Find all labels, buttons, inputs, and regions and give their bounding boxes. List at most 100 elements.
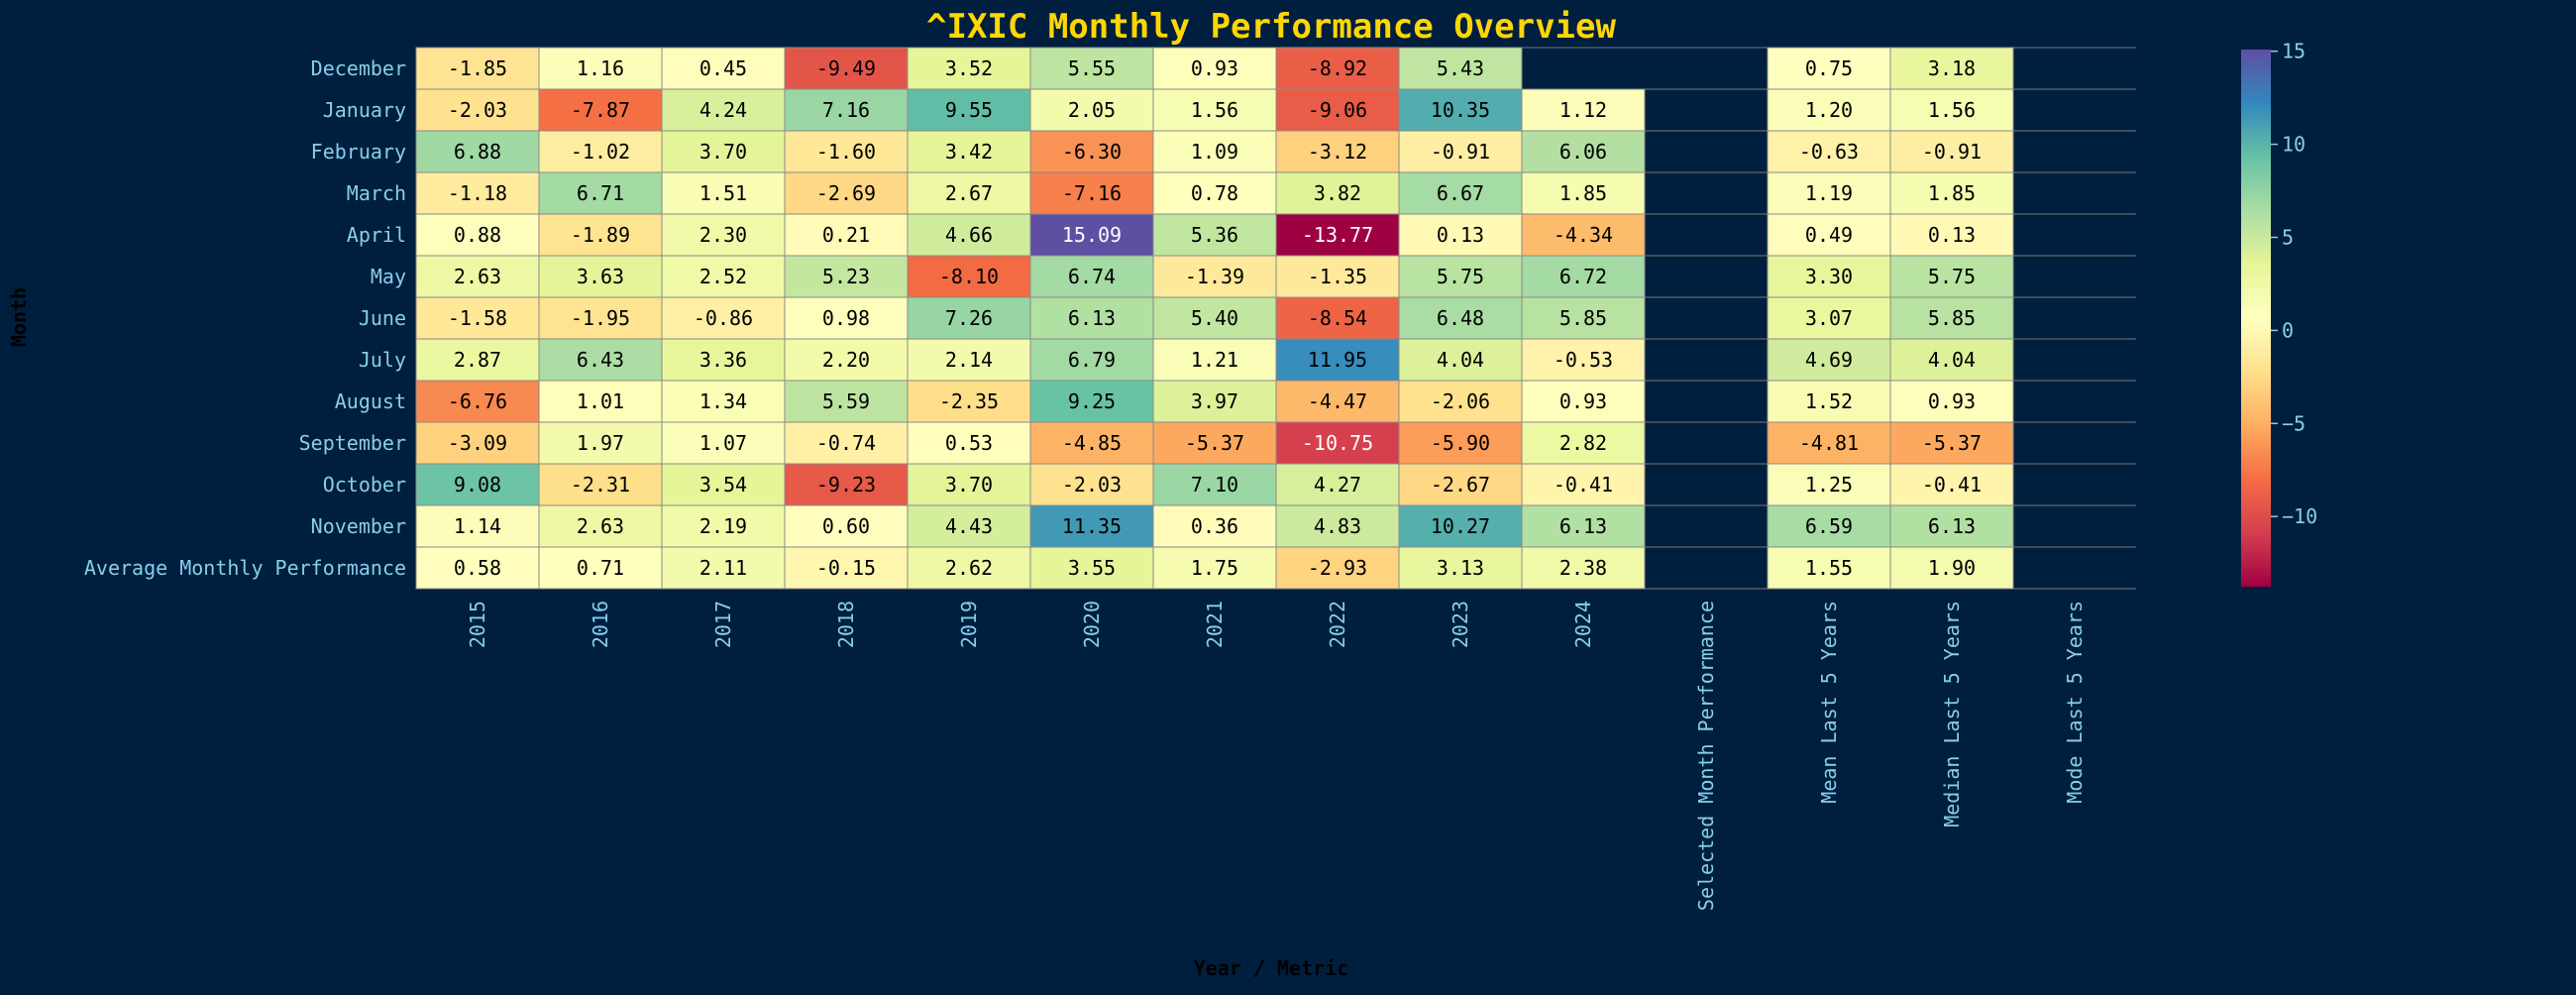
cell-value-label: 10.35 bbox=[1431, 98, 1490, 122]
row-tick-label: February bbox=[311, 140, 406, 164]
cell-value-label: 3.82 bbox=[1314, 181, 1361, 205]
heatmap-cell bbox=[1889, 546, 2014, 590]
heatmap-cell bbox=[907, 130, 1031, 173]
cell-value-label: 7.16 bbox=[822, 98, 870, 122]
heatmap-cell bbox=[1029, 463, 1154, 506]
cell-value-label: 0.21 bbox=[822, 223, 870, 247]
heatmap-cell bbox=[1275, 47, 1400, 90]
colorbar-tick-label: −5 bbox=[2282, 411, 2306, 435]
heatmap-cell bbox=[1398, 47, 1523, 90]
row-tick-label: November bbox=[311, 514, 406, 538]
heatmap-cell bbox=[784, 130, 909, 173]
cell-value-label: -0.63 bbox=[1799, 140, 1859, 164]
cell-value-label: 6.88 bbox=[454, 140, 501, 164]
cell-value-label: 2.14 bbox=[945, 348, 993, 372]
row-tick-label: March bbox=[347, 181, 406, 205]
cell-value-label: 6.06 bbox=[1559, 140, 1607, 164]
heatmap-cell bbox=[1152, 546, 1277, 590]
heatmap-cell bbox=[1521, 546, 1646, 590]
heatmap-cell bbox=[1521, 296, 1646, 340]
cell-value-label: 5.75 bbox=[1437, 265, 1484, 288]
heatmap-cell bbox=[538, 463, 663, 506]
heatmap-cell bbox=[1275, 546, 1400, 590]
cell-value-label: 1.07 bbox=[699, 431, 747, 455]
cell-value-label: 3.70 bbox=[945, 473, 993, 497]
heatmap-cell bbox=[1029, 421, 1154, 465]
heatmap-cell bbox=[1029, 130, 1154, 173]
cell-value-label: 5.55 bbox=[1068, 56, 1116, 80]
cell-value-label: -9.23 bbox=[816, 473, 876, 497]
cell-value-label: 1.75 bbox=[1191, 556, 1238, 580]
heatmap-cell bbox=[1029, 213, 1154, 257]
cell-value-label: 3.36 bbox=[699, 348, 747, 372]
cell-value-label: 15.09 bbox=[1062, 223, 1122, 247]
cell-value-label: -5.90 bbox=[1431, 431, 1490, 455]
heatmap-cell bbox=[1398, 296, 1523, 340]
cell-value-label: 4.43 bbox=[945, 514, 993, 538]
column-tick-label: 2022 bbox=[1326, 601, 1349, 648]
cell-value-label: 6.74 bbox=[1068, 265, 1116, 288]
heatmap-cell bbox=[1889, 213, 2014, 257]
cell-value-label: 3.30 bbox=[1805, 265, 1853, 288]
heatmap-cell bbox=[661, 338, 786, 382]
cell-value-label: 5.43 bbox=[1437, 56, 1484, 80]
heatmap-cell bbox=[1398, 255, 1523, 298]
heatmap-cell bbox=[784, 546, 909, 590]
heatmap-cell bbox=[1889, 88, 2014, 132]
cell-value-label: -2.35 bbox=[939, 389, 999, 413]
chart-title: ^IXIC Monthly Performance Overview bbox=[926, 7, 1617, 47]
row-tick-label: December bbox=[311, 56, 406, 80]
heatmap-cell bbox=[1398, 504, 1523, 548]
column-tick-label: 2024 bbox=[1571, 601, 1595, 648]
heatmap-cell bbox=[538, 213, 663, 257]
cell-value-label: -0.53 bbox=[1554, 348, 1613, 372]
cell-value-label: -10.75 bbox=[1302, 431, 1373, 455]
heatmap-cell bbox=[1152, 296, 1277, 340]
heatmap-cell bbox=[661, 130, 786, 173]
cell-value-label: 0.60 bbox=[822, 514, 870, 538]
cell-value-label: 3.07 bbox=[1805, 306, 1853, 330]
heatmap-cell bbox=[415, 338, 540, 382]
cell-value-label: 2.20 bbox=[822, 348, 870, 372]
cell-value-label: 5.23 bbox=[822, 265, 870, 288]
heatmap-cell bbox=[1767, 380, 1891, 423]
cell-value-label: -0.74 bbox=[816, 431, 876, 455]
heatmap-cell bbox=[1152, 255, 1277, 298]
heatmap-cell bbox=[784, 88, 909, 132]
cell-value-label: -0.91 bbox=[1922, 140, 1982, 164]
row-tick-label: July bbox=[359, 348, 406, 372]
cell-value-label: -2.69 bbox=[816, 181, 876, 205]
heatmap-cell bbox=[1398, 213, 1523, 257]
cell-value-label: 2.52 bbox=[699, 265, 747, 288]
cell-value-label: 0.58 bbox=[454, 556, 501, 580]
column-tick-label: 2023 bbox=[1449, 601, 1472, 648]
cell-value-label: 0.53 bbox=[945, 431, 993, 455]
cell-value-label: -4.81 bbox=[1799, 431, 1859, 455]
cell-value-label: 3.97 bbox=[1191, 389, 1238, 413]
heatmap-cell bbox=[1398, 380, 1523, 423]
cell-value-label: 6.13 bbox=[1928, 514, 1976, 538]
cell-value-label: 0.93 bbox=[1559, 389, 1607, 413]
cell-value-label: 2.19 bbox=[699, 514, 747, 538]
cell-value-label: 0.98 bbox=[822, 306, 870, 330]
cell-value-label: -2.06 bbox=[1431, 389, 1490, 413]
heatmap-cell bbox=[1152, 504, 1277, 548]
heatmap-cell bbox=[661, 380, 786, 423]
cell-value-label: 1.09 bbox=[1191, 140, 1238, 164]
heatmap-cell bbox=[415, 546, 540, 590]
cell-value-label: 6.67 bbox=[1437, 181, 1484, 205]
row-tick-label: Average Monthly Performance bbox=[84, 556, 406, 580]
row-tick-label: April bbox=[347, 223, 406, 247]
heatmap-cell bbox=[784, 255, 909, 298]
cell-value-label: 1.20 bbox=[1805, 98, 1853, 122]
heatmap-cell bbox=[1029, 504, 1154, 548]
cell-value-label: 10.27 bbox=[1431, 514, 1490, 538]
cell-value-label: -8.92 bbox=[1308, 56, 1367, 80]
cell-value-label: 6.59 bbox=[1805, 514, 1853, 538]
heatmap-cell bbox=[1152, 338, 1277, 382]
heatmap-cell bbox=[1152, 130, 1277, 173]
heatmap-cell bbox=[1398, 421, 1523, 465]
heatmap-cell bbox=[1152, 47, 1277, 90]
heatmap-cell bbox=[538, 130, 663, 173]
heatmap-cell bbox=[1398, 463, 1523, 506]
